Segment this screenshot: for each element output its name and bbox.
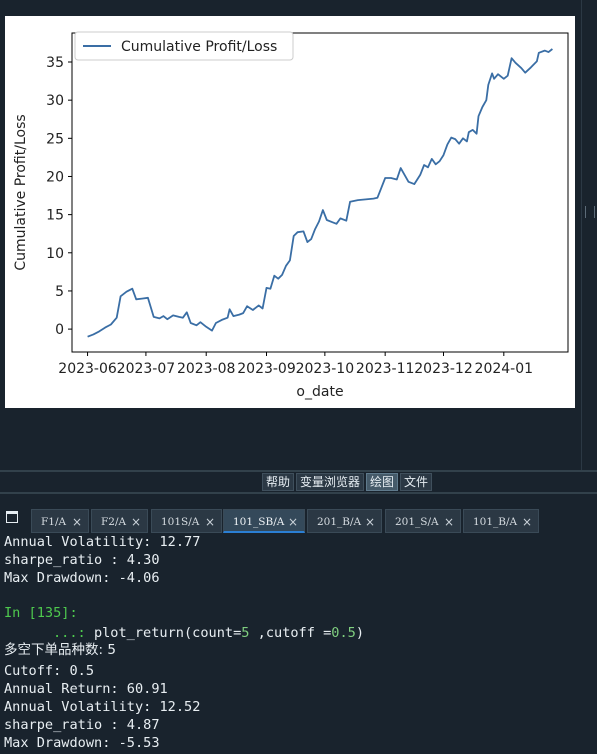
tab-help[interactable]: 帮助	[262, 473, 295, 491]
console-tab-f1[interactable]: F1/A ×	[31, 509, 89, 533]
console-tab-f2[interactable]: F2/A ×	[91, 509, 148, 533]
tab-label: 201_S/A	[395, 516, 439, 528]
close-icon[interactable]: ×	[204, 515, 215, 529]
y-axis-label: Cumulative Profit/Loss	[13, 114, 29, 270]
tab-label: 101_B/A	[473, 516, 518, 528]
close-icon[interactable]: ×	[130, 515, 141, 529]
series-line	[87, 48, 553, 338]
close-icon[interactable]: ×	[71, 515, 82, 529]
x-tick-label: 2023-12	[414, 361, 473, 377]
plots-vertical-scrollbar[interactable]	[581, 0, 597, 470]
x-tick-label: 2023-08	[177, 361, 236, 377]
console-tab-bar: F1/A × F2/A × 101S/A × 101_SB/A × 201_B/A × 2…	[0, 508, 597, 534]
console-line: sharpe_ratio : 4.30	[4, 552, 160, 568]
console-tab-101s[interactable]: 101S/A ×	[151, 509, 222, 533]
tab-variable-explorer[interactable]: 变量浏览器	[296, 473, 365, 491]
console-line: Max Drawdown: -4.06	[4, 570, 160, 586]
tab-label: F2/A	[101, 516, 127, 528]
console-line: Cutoff: 0.5	[4, 663, 95, 679]
y-tick-label: 25	[46, 131, 64, 147]
legend-label: Cumulative Profit/Loss	[121, 39, 277, 55]
ipython-console[interactable]: Annual Volatility: 12.77 sharpe_ratio : …	[0, 534, 597, 754]
plot-frame	[71, 32, 569, 353]
console-line: sharpe_ratio : 4.87	[4, 717, 160, 733]
console-line: Max Drawdown: -5.53	[4, 735, 160, 751]
x-tick-label: 2023-11	[356, 361, 415, 377]
y-tick-label: 5	[55, 284, 64, 300]
plots-pane: 0 5 10 15 20 25 30 35 2023-06 2023-07 2023-08 2023-…	[5, 16, 575, 408]
figure: 0 5 10 15 20 25 30 35 2023-06 2023-07 2023-08 2023-…	[5, 16, 575, 408]
tab-label: 101S/A	[161, 516, 200, 528]
input-prompt: In [135]:	[4, 605, 78, 621]
console-tab-101-b[interactable]: 101_B/A ×	[463, 509, 539, 533]
tab-label: 201_B/A	[317, 516, 362, 528]
console-line: Annual Return: 60.91	[4, 681, 168, 697]
console-splitter[interactable]	[0, 492, 597, 494]
console-tab-201-b[interactable]: 201_B/A ×	[307, 509, 382, 533]
tab-label: F1/A	[41, 516, 67, 528]
tab-plots[interactable]: 绘图	[366, 473, 399, 491]
legend-box	[74, 31, 294, 61]
x-tick-label: 2023-07	[117, 361, 176, 377]
continuation-prompt: ...:	[53, 625, 86, 641]
console-line: 多空下单品种数: 5	[4, 642, 116, 658]
x-tick-label: 2023-10	[296, 361, 355, 377]
pane-tab-bar: 帮助 变量浏览器 绘图 文件	[262, 473, 433, 491]
console-input-line[interactable]: ...: plot_return(count=5 ,cutoff =0.5)	[4, 624, 364, 642]
scrollbar-thumb[interactable]	[585, 206, 595, 218]
y-tick-label: 35	[46, 55, 64, 71]
console-line: Annual Volatility: 12.77	[4, 534, 201, 550]
y-tick-label: 30	[46, 93, 64, 109]
close-icon[interactable]: ×	[364, 515, 375, 529]
tab-label: 101_SB/A	[233, 516, 285, 528]
function-name: plot_return	[93, 625, 184, 641]
y-tick-label: 15	[46, 208, 64, 224]
x-tick-label: 2023-06	[58, 361, 117, 377]
close-icon[interactable]: ×	[443, 515, 454, 529]
cutoff-arg: 0.5	[331, 625, 356, 641]
console-line: Annual Volatility: 12.52	[4, 699, 201, 715]
y-tick-label: 10	[46, 246, 64, 262]
x-axis-label: o_date	[296, 384, 343, 400]
y-tick-label: 20	[46, 169, 64, 185]
x-tick-label: 2023-09	[237, 361, 296, 377]
y-tick-label: 0	[55, 322, 64, 338]
console-tab-101-sb[interactable]: 101_SB/A ×	[223, 509, 305, 533]
new-console-icon[interactable]	[6, 511, 18, 523]
close-icon[interactable]: ×	[287, 515, 298, 529]
pane-splitter[interactable]	[0, 470, 597, 472]
close-icon[interactable]: ×	[521, 515, 532, 529]
console-tab-201-s[interactable]: 201_S/A ×	[385, 509, 461, 533]
tab-files[interactable]: 文件	[400, 473, 433, 491]
x-tick-label: 2024-01	[475, 361, 534, 377]
count-arg: 5	[241, 625, 250, 641]
